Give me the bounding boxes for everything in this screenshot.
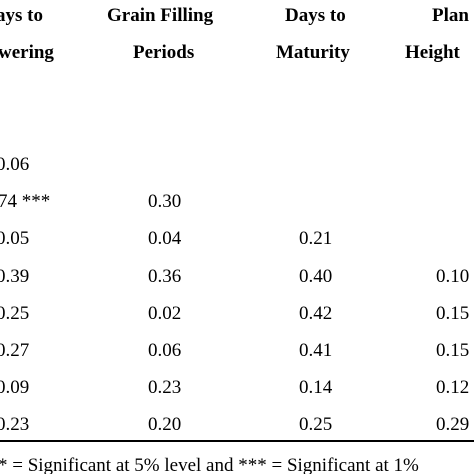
- table-cell: 0.15: [436, 340, 470, 361]
- table-cell: 0.10: [436, 266, 470, 287]
- header-col1-line2: wering: [0, 42, 54, 63]
- header-col3-line2: Maturity: [276, 42, 350, 63]
- table-cell: 0.12: [436, 377, 470, 398]
- table-cell: 0.29: [436, 414, 470, 435]
- header-col2-line1: Grain Filling: [107, 5, 214, 26]
- table-cell: 0.25: [0, 303, 30, 324]
- table-cell: 0.15: [436, 303, 470, 324]
- table-cell: 0.40: [299, 266, 333, 287]
- table-cell: 0.36: [148, 266, 182, 287]
- header-col4-line2: Height: [405, 42, 460, 63]
- table-cell: 74 ***: [0, 191, 51, 212]
- table-cell: 0.05: [0, 228, 30, 249]
- table-cell: 0.09: [0, 377, 30, 398]
- table-cell: 0.23: [0, 414, 30, 435]
- header-col1-line1: ays to: [0, 5, 43, 26]
- table-cell: 0.27: [0, 340, 30, 361]
- header-col4-line1: Plan: [432, 5, 469, 26]
- table-cell: 0.04: [148, 228, 182, 249]
- table-cell: 0.23: [148, 377, 182, 398]
- table-cell: 0.39: [0, 266, 30, 287]
- header-col3-line1: Days to: [285, 5, 346, 26]
- table-cell: 0.41: [299, 340, 333, 361]
- table-cell: 0.06: [148, 340, 182, 361]
- table-footnote: * = Significant at 5% level and *** = Si…: [0, 455, 419, 474]
- table-cell: 0.30: [148, 191, 182, 212]
- header-col2-line2: Periods: [133, 42, 195, 63]
- table-cell: 0.02: [148, 303, 182, 324]
- table-bottom-rule: [0, 440, 474, 442]
- table-cell: 0.21: [299, 228, 333, 249]
- table-cell: 0.06: [0, 154, 30, 175]
- table-cell: 0.25: [299, 414, 333, 435]
- table-cell: 0.20: [148, 414, 182, 435]
- table-cell: 0.42: [299, 303, 333, 324]
- table-cell: 0.14: [299, 377, 333, 398]
